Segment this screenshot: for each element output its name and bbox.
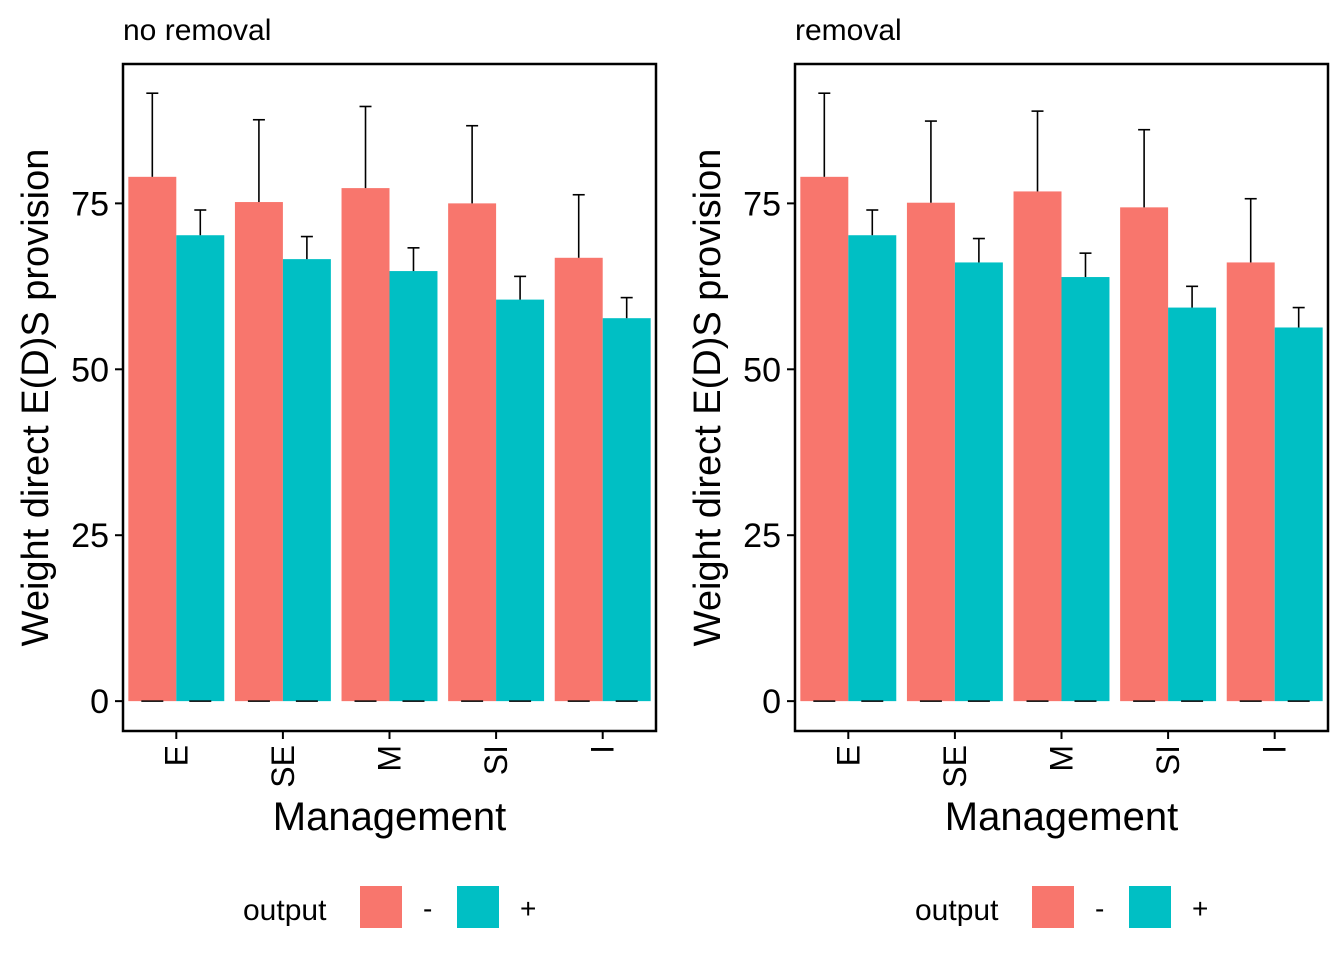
bar-plus-SE bbox=[282, 259, 331, 702]
legend-key-minus bbox=[360, 886, 402, 928]
x-tick-label: SE bbox=[937, 745, 973, 788]
bar-minus-SE bbox=[234, 202, 283, 702]
bar-minus-SE bbox=[906, 202, 955, 702]
x-tick-label: SE bbox=[265, 745, 301, 788]
x-tick-label: I bbox=[585, 745, 621, 754]
bar-plus-SI bbox=[496, 299, 545, 702]
x-tick-label: SI bbox=[478, 745, 514, 775]
bar-minus-SI bbox=[448, 203, 497, 702]
legend-key-minus bbox=[1032, 886, 1074, 928]
x-tick-label: M bbox=[372, 745, 408, 772]
y-tick-label: 75 bbox=[743, 185, 781, 223]
bar-plus-SE bbox=[954, 262, 1003, 702]
legend-key-plus bbox=[457, 886, 499, 928]
chart-title: no removal bbox=[123, 14, 271, 47]
legend-title: output bbox=[243, 894, 327, 927]
x-axis-label: Management bbox=[945, 795, 1178, 839]
y-tick-label: 25 bbox=[71, 517, 109, 555]
x-tick-label: I bbox=[1257, 745, 1293, 754]
chart-panel-2: removal 0 25 50 75 E SE M SI I Weight direct E(D)S… bbox=[687, 14, 1330, 928]
y-tick-label: 50 bbox=[71, 351, 109, 389]
legend-title: output bbox=[915, 894, 999, 927]
bar-minus-I bbox=[554, 257, 603, 702]
y-tick-label: 0 bbox=[762, 683, 781, 721]
bar-minus-E bbox=[800, 176, 849, 702]
legend-label-plus: + bbox=[1192, 893, 1208, 924]
x-axis-label: Management bbox=[273, 795, 506, 839]
legend: output - + bbox=[915, 886, 1208, 928]
chart-title: removal bbox=[795, 14, 902, 47]
bar-plus-I bbox=[1274, 327, 1323, 702]
legend-label-minus: - bbox=[423, 893, 432, 924]
bar-plus-E bbox=[176, 235, 225, 702]
bar-minus-SI bbox=[1120, 207, 1169, 702]
bar-plus-I bbox=[602, 318, 651, 702]
bar-plus-E bbox=[848, 235, 897, 702]
chart-panel-1: no removal 0 25 50 75 E SE M SI I Weight direct E(… bbox=[15, 14, 658, 928]
y-tick-label: 75 bbox=[71, 185, 109, 223]
y-tick-label: 0 bbox=[90, 683, 109, 721]
y-tick-label: 25 bbox=[743, 517, 781, 555]
bar-minus-M bbox=[341, 188, 390, 702]
x-tick-label: M bbox=[1044, 745, 1080, 772]
bar-plus-M bbox=[389, 271, 438, 702]
legend-key-plus bbox=[1129, 886, 1171, 928]
y-axis-label: Weight direct E(D)S provision bbox=[15, 149, 57, 647]
bar-minus-I bbox=[1226, 262, 1275, 702]
bar-minus-E bbox=[128, 176, 177, 702]
y-axis-label: Weight direct E(D)S provision bbox=[687, 149, 729, 647]
x-tick-label: E bbox=[830, 745, 866, 766]
legend-label-plus: + bbox=[520, 893, 536, 924]
bar-plus-SI bbox=[1168, 307, 1217, 702]
bar-minus-M bbox=[1013, 191, 1062, 702]
bar-plus-M bbox=[1061, 277, 1110, 702]
x-tick-label: SI bbox=[1150, 745, 1186, 775]
y-tick-label: 50 bbox=[743, 351, 781, 389]
legend: output - + bbox=[243, 886, 536, 928]
x-tick-label: E bbox=[158, 745, 194, 766]
legend-label-minus: - bbox=[1095, 893, 1104, 924]
